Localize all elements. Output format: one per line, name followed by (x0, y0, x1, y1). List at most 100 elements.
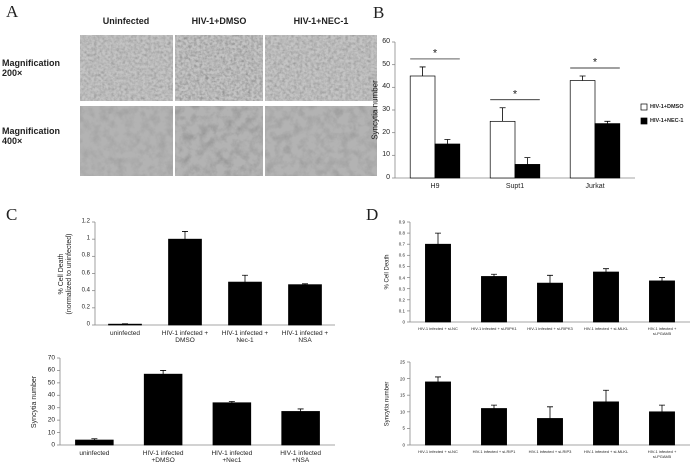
y-tick-label: 30 (382, 105, 390, 113)
y-tick-label: 50 (382, 60, 390, 68)
micrographs (80, 35, 377, 176)
y-tick-label: 0.2 (398, 297, 405, 303)
error-bar (659, 277, 665, 281)
y-tick-label: 5 (402, 425, 405, 431)
error-bar (524, 157, 531, 165)
y-tick-label: 0.9 (398, 219, 405, 225)
bar (425, 243, 451, 323)
bar (649, 411, 675, 446)
error-bar (603, 389, 609, 402)
x-tick-label: Jurkat (585, 183, 605, 190)
error-bar (499, 107, 506, 122)
x-tick-label: HIV-1 infected + Nec-1 (221, 330, 269, 345)
y-tick-label: 60 (382, 37, 390, 45)
micrograph-texture (175, 106, 263, 176)
error-bar (91, 438, 98, 441)
x-tick-label: HIV-1 infected + si-PGAM5 (647, 449, 677, 459)
y-tick-label: 0.4 (81, 287, 90, 294)
bar (281, 411, 320, 446)
error-bar (242, 274, 248, 283)
y-tick-label: 0.5 (398, 263, 405, 269)
x-tick-label: uninfected (110, 330, 140, 337)
error-bar (302, 283, 308, 285)
bar (649, 280, 675, 323)
x-tick-label: HIV-1 infected + si-PGAM5 (647, 326, 677, 336)
bar (288, 284, 322, 326)
y-tick-label: 0.3 (398, 286, 405, 292)
bar (569, 80, 596, 179)
y-axis-label: Syncytia number (370, 80, 380, 140)
legend-label: HIV-1+NEC-1 (650, 117, 684, 124)
x-tick-label: HIV-1 infected +DMSO (142, 450, 184, 465)
error-bar (491, 404, 497, 409)
y-tick-label: 60 (47, 366, 55, 374)
bar (409, 75, 436, 179)
column-header: HIV-1+NEC-1 (293, 16, 349, 26)
legend-swatch (640, 117, 648, 125)
micrograph-texture (265, 35, 377, 101)
column-header: HIV-1+DMSO (191, 16, 247, 26)
annotation: * (432, 47, 438, 60)
error-bar (659, 404, 665, 412)
micrograph-texture (80, 106, 173, 176)
bar (212, 402, 252, 446)
x-tick-label: HIV-1 infected + si-RIP3 (528, 449, 572, 454)
bar (481, 276, 507, 323)
bar (481, 408, 507, 446)
x-tick-label: HIV-1 infected +NSA (280, 450, 322, 465)
y-tick-label: 10 (47, 428, 55, 436)
y-tick-label: 10 (382, 151, 390, 159)
y-tick-label: 0.8 (81, 252, 90, 259)
error-bar (435, 232, 441, 245)
bar (425, 381, 451, 446)
bar (434, 143, 461, 179)
bar (168, 238, 202, 326)
bar (514, 164, 541, 179)
y-tick-label: 1.2 (81, 218, 90, 225)
y-tick-label: 0.6 (81, 270, 90, 277)
y-tick-label: 15 (399, 392, 405, 398)
y-tick-label: 50 (47, 379, 55, 387)
error-bar (579, 75, 586, 81)
y-tick-label: 20 (382, 128, 390, 136)
row-header: Magnification 400× (2, 126, 60, 147)
y-tick-label: 40 (382, 83, 390, 91)
row-header: Magnification 200× (2, 58, 60, 79)
bar (489, 120, 516, 179)
x-tick-label: HIV-1 infected + si-RIPK3 (527, 326, 573, 331)
x-tick-label: HIV-1 infected + si-NC (418, 326, 458, 331)
y-tick-label: 30 (47, 403, 55, 411)
y-tick-label: 0.1 (398, 308, 405, 314)
y-axis-label: % Cell Death (384, 254, 391, 290)
bar (593, 401, 619, 446)
bar (228, 281, 262, 326)
x-tick-label: HIV-1 infected + DMSO (161, 330, 209, 345)
x-tick-label: uninfected (79, 450, 110, 457)
y-tick-label: 0.7 (398, 241, 405, 247)
x-tick-label: H9 (430, 183, 440, 190)
y-tick-label: 0 (402, 442, 405, 448)
y-tick-label: 0.2 (81, 304, 90, 311)
y-tick-label: 10 (399, 409, 405, 415)
y-tick-label: 70 (47, 354, 55, 362)
error-bar (435, 376, 441, 382)
x-tick-label: HIV-1 infected + si-RIP1 (472, 449, 516, 454)
y-tick-label: 1 (86, 235, 90, 242)
x-tick-label: Supt1 (505, 183, 525, 190)
bar (537, 282, 563, 323)
error-bar (491, 273, 497, 277)
y-tick-label: 25 (399, 359, 405, 365)
micrograph-texture (175, 35, 263, 101)
error-bar (419, 66, 426, 76)
y-tick-label: 40 (47, 391, 55, 399)
y-axis-label: % Cell Death (normalized to uninfected) (57, 233, 73, 314)
annotation: * (592, 56, 598, 69)
x-tick-label: HIV-1 infected + NSA (281, 330, 329, 345)
error-bar (603, 268, 609, 272)
y-tick-label: 20 (399, 376, 405, 382)
y-tick-label: 0 (402, 319, 405, 325)
bar (108, 323, 142, 326)
x-tick-label: HIV-1 infected + si-MLKL (583, 449, 629, 454)
panel-label: C (6, 205, 18, 224)
